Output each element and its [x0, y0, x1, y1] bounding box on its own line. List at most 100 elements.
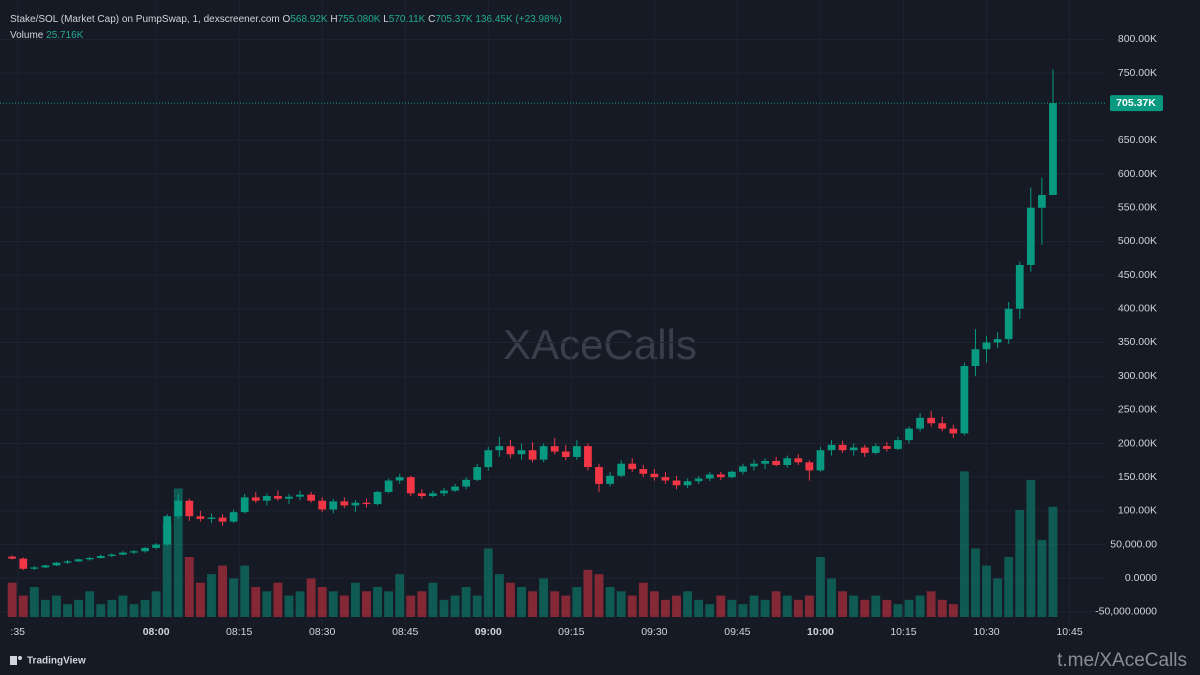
brand-logo — [18, 656, 22, 660]
volume-bar — [904, 599, 914, 617]
candle-body — [639, 469, 648, 474]
volume-bar — [716, 595, 726, 617]
candle-body — [716, 474, 725, 478]
candle-body — [506, 446, 515, 455]
volume-bar — [694, 599, 704, 617]
volume-bar — [184, 557, 194, 617]
volume-bar — [882, 599, 892, 617]
volume-bar — [18, 595, 28, 617]
candle-body — [927, 417, 936, 424]
candle-body — [617, 463, 626, 476]
volume-bar — [672, 595, 681, 617]
footer: t.me/XAceCalls — [1057, 650, 1187, 671]
y-tick-label: 650.00K — [1118, 134, 1157, 146]
candle-body — [329, 501, 338, 510]
candle-body — [119, 552, 127, 555]
volume-bar — [140, 599, 150, 617]
volume-bar — [683, 591, 693, 617]
volume-bar — [705, 604, 715, 617]
volume-bar — [893, 604, 903, 617]
volume-bar — [384, 591, 394, 617]
candle-body — [572, 446, 581, 457]
volume-bar — [838, 591, 848, 617]
candle-body — [462, 479, 471, 487]
volume-bar — [40, 599, 50, 617]
grid — [0, 0, 1105, 625]
volume-bar — [129, 604, 139, 617]
candle-body — [1038, 194, 1046, 208]
label: L — [383, 14, 389, 25]
volume-bar — [827, 578, 836, 617]
volume-bar — [638, 582, 648, 617]
x-tick-label: 10:00 — [807, 626, 834, 638]
candle-body — [694, 478, 703, 482]
volume-bar — [63, 604, 72, 617]
y-tick-label: 400.00K — [1118, 303, 1157, 315]
volume-bar — [948, 604, 958, 617]
volume-bar — [218, 565, 227, 617]
value: 25.716K — [46, 30, 84, 41]
volume-bar — [971, 548, 980, 617]
y-tick-label: 450.00K — [1118, 269, 1157, 281]
candle-body — [761, 460, 769, 464]
y-tick-label: 750.00K — [1118, 67, 1157, 79]
volume-bar — [151, 591, 161, 617]
value: 568.92K — [290, 14, 328, 25]
candle-body — [351, 502, 360, 506]
volume-bar — [1048, 506, 1058, 617]
label: C — [428, 14, 436, 25]
candle-body — [74, 559, 83, 562]
volume-bar — [195, 582, 205, 617]
label: H — [330, 14, 338, 25]
brand-name: TradingView — [27, 656, 86, 667]
volume-bar — [395, 574, 405, 617]
volume-bar — [295, 591, 305, 617]
candle-body — [561, 451, 570, 457]
candle-body — [274, 496, 282, 499]
volume-bar — [450, 595, 460, 617]
volume-bar — [583, 569, 593, 617]
legend-header: Stake/SOL (Market Cap) on PumpSwap, 1, d… — [10, 12, 562, 44]
volume-bar — [860, 599, 870, 617]
volume-bar — [1015, 509, 1025, 617]
ohlc-row: Stake/SOL (Market Cap) on PumpSwap, 1, d… — [10, 12, 562, 28]
volume-bar — [738, 604, 748, 617]
volume-bar — [572, 587, 582, 617]
last-price-tag — [1110, 95, 1163, 112]
volume-bar — [760, 599, 770, 617]
candle-body — [827, 444, 836, 451]
volume-bar — [1026, 479, 1036, 617]
candle-body — [218, 517, 227, 522]
volume-bar — [107, 599, 117, 617]
candle-body — [63, 561, 72, 563]
volume-bar — [993, 578, 1003, 617]
candle-body — [318, 500, 327, 510]
candle-body — [251, 497, 260, 501]
volume-bar — [871, 595, 881, 617]
candle-body — [650, 473, 659, 478]
volume-bar — [1004, 557, 1014, 617]
candle-body — [871, 446, 880, 453]
volume-bar — [816, 557, 825, 617]
volume-bar — [771, 591, 781, 617]
candle-body — [584, 446, 592, 468]
candle-body — [838, 444, 847, 451]
volume-bar — [29, 587, 39, 617]
candle-body — [440, 490, 448, 494]
volume-bar — [207, 574, 216, 617]
volume-bar — [229, 578, 239, 617]
candle-body — [661, 477, 670, 481]
candle-body — [296, 494, 304, 497]
volume-bar — [96, 604, 106, 617]
volume-bar — [74, 599, 84, 617]
volume-bar — [804, 595, 814, 617]
volume-bar — [616, 591, 626, 617]
volume-bar — [461, 587, 471, 617]
volume-bar — [661, 599, 670, 617]
volume-bar — [517, 587, 526, 617]
volume-bar — [328, 591, 338, 617]
candle-body — [484, 450, 493, 468]
candle-body — [107, 554, 116, 556]
last-price-label: 705.37K — [1116, 97, 1156, 109]
volume-bar — [528, 591, 537, 617]
